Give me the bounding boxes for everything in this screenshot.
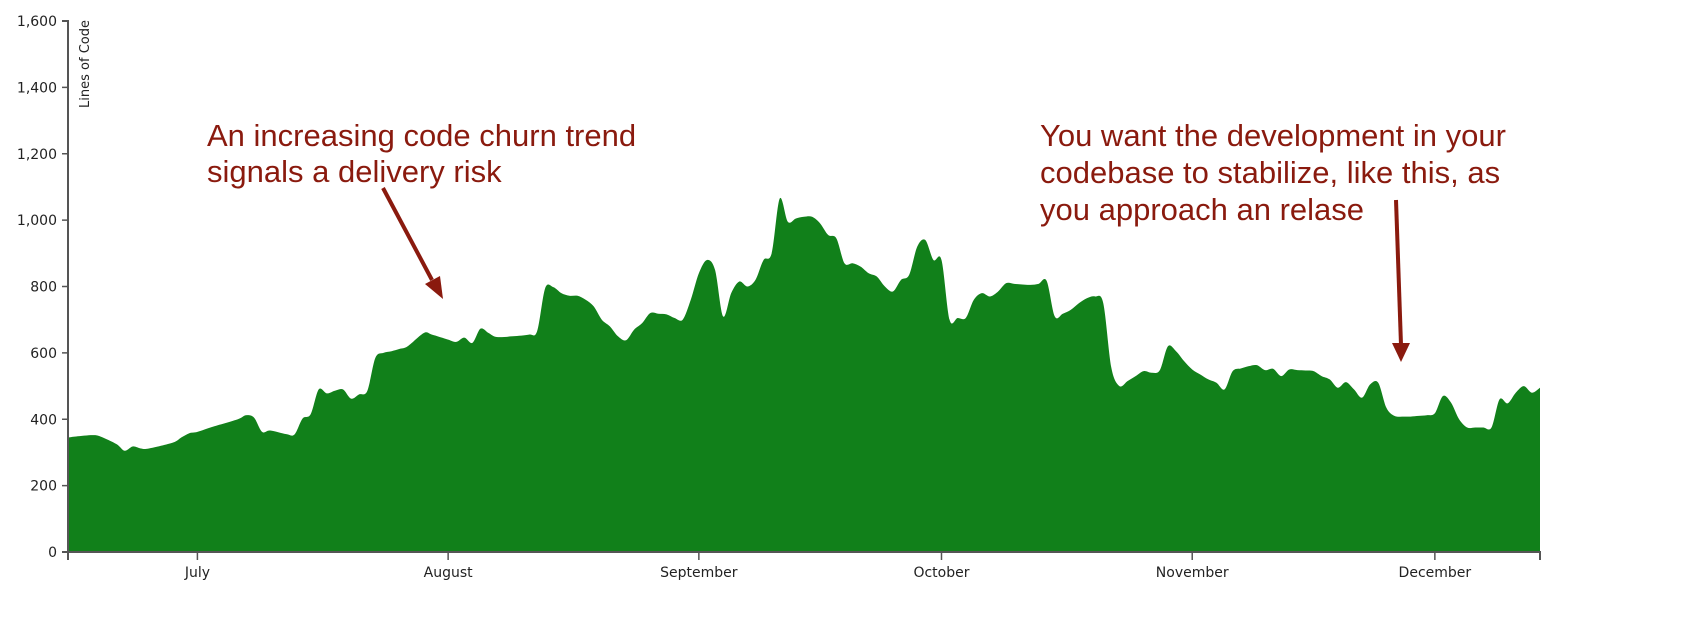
y-tick: 800 xyxy=(30,280,68,296)
annotation-arrow-shaft xyxy=(1394,199,1403,346)
y-tick: 400 xyxy=(30,412,68,428)
annotation-arrow-head xyxy=(425,276,443,299)
y-tick-label: 200 xyxy=(30,479,57,495)
x-tick-label: September xyxy=(660,565,738,581)
x-tick-label: October xyxy=(913,565,969,581)
y-tick-label: 1,600 xyxy=(17,14,57,30)
y-tick: 200 xyxy=(30,479,68,495)
x-tick-label: August xyxy=(424,565,474,581)
annotation-text-line: You want the development in your xyxy=(1040,118,1506,153)
x-tick: October xyxy=(913,552,970,581)
x-tick: July xyxy=(184,552,210,581)
y-tick-label: 400 xyxy=(30,412,57,428)
y-tick: 600 xyxy=(30,346,68,362)
y-tick-label: 1,400 xyxy=(17,80,57,96)
annotation-text-line: An increasing code churn trend xyxy=(207,118,636,153)
y-tick: 1,400 xyxy=(17,80,68,96)
x-axis-line xyxy=(67,551,1541,560)
y-axis-label: Lines of Code xyxy=(78,20,93,108)
annotation-arrow-head xyxy=(1392,343,1410,362)
x-tick: September xyxy=(660,552,738,581)
y-tick-label: 1,200 xyxy=(17,147,57,163)
x-tick: December xyxy=(1399,552,1472,581)
annotation-text-line: codebase to stabilize, like this, as xyxy=(1040,155,1500,190)
y-tick: 1,000 xyxy=(17,213,68,229)
x-tick-label: July xyxy=(184,565,210,581)
annotation-arrow-shaft xyxy=(381,187,434,281)
y-tick-label: 800 xyxy=(30,280,57,296)
x-axis: July August September October November Decemb… xyxy=(67,551,1541,581)
annotation-text-line: you approach an relase xyxy=(1040,192,1364,227)
y-tick-label: 600 xyxy=(30,346,57,362)
y-tick: 1,200 xyxy=(17,147,68,163)
x-tick-label: December xyxy=(1399,565,1472,581)
annotation-text-line: signals a delivery risk xyxy=(207,154,502,189)
annotation-increasing-churn: An increasing code churn trend signals a… xyxy=(207,118,636,299)
y-axis: 0 200 400 600 800 1,000 1,200 1,400 1,600 xyxy=(17,14,69,561)
churn-area xyxy=(68,197,1540,553)
x-tick: November xyxy=(1156,552,1229,581)
y-tick-label: 0 xyxy=(48,545,57,561)
x-tick: August xyxy=(424,552,474,581)
x-tick-label: November xyxy=(1156,565,1229,581)
y-tick-label: 1,000 xyxy=(17,213,57,229)
annotation-stabilize: You want the development in your codebas… xyxy=(1040,118,1506,362)
y-tick: 1,600 xyxy=(17,14,68,30)
